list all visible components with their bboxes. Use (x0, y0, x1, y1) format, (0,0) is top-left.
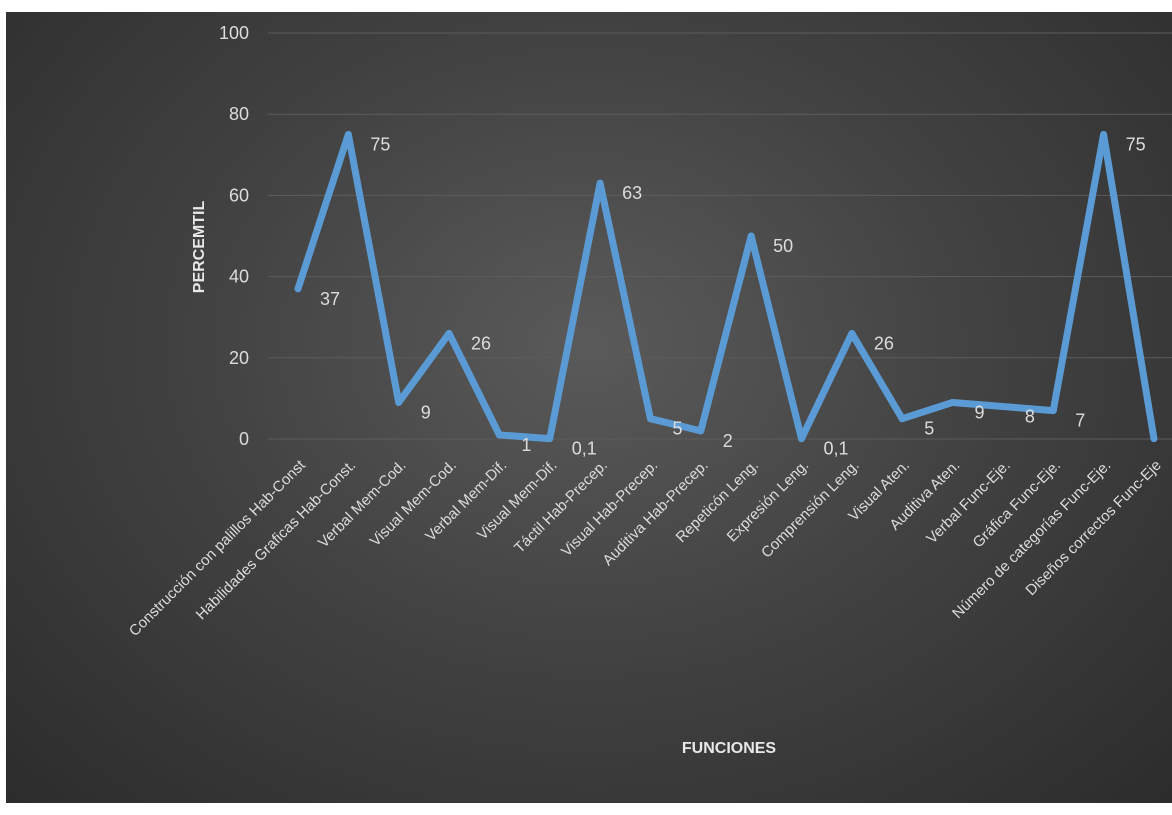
y-tick-label: 60 (229, 185, 249, 205)
x-axis-categories: Construcción con palillos Hab-ConstHabil… (126, 456, 1165, 640)
data-point (1100, 131, 1108, 138)
data-label: 75 (370, 135, 390, 155)
data-label: 0,1 (824, 439, 849, 459)
y-tick-label: 20 (229, 348, 249, 368)
chart-area: 0 20 40 60 80 100 Construcción con palillos H… (6, 12, 1172, 803)
data-label: 5 (924, 419, 934, 439)
data-point (294, 285, 302, 293)
data-point (999, 403, 1007, 411)
data-label: 2 (723, 431, 733, 451)
x-category-label: Táctil Hab-Precep. (511, 457, 611, 557)
data-point (646, 415, 654, 423)
data-point (546, 435, 554, 443)
x-category-label: Visual Hab-Precep. (558, 457, 661, 560)
y-axis-ticks: 0 20 40 60 80 100 (219, 23, 249, 449)
data-label: 0,1 (572, 439, 597, 459)
y-tick-label: 0 (239, 429, 249, 449)
data-label: 9 (975, 402, 985, 422)
data-label: 5 (672, 419, 682, 439)
data-point (798, 435, 805, 443)
data-label: 26 (471, 333, 491, 353)
data-point (747, 232, 755, 240)
data-point (495, 431, 503, 439)
data-point (445, 329, 453, 337)
y-tick-label: 40 (229, 267, 249, 287)
x-category-label: Comprensión Leng. (758, 457, 863, 562)
x-category-label: Verbal Mem-Cod. (315, 457, 410, 552)
data-point (697, 427, 705, 435)
data-point (1049, 407, 1057, 415)
data-label: 9 (421, 402, 431, 422)
data-point (596, 179, 604, 187)
y-tick-label: 100 (219, 23, 249, 43)
data-label: 1 (521, 435, 531, 455)
data-point (395, 398, 403, 406)
data-point (848, 329, 856, 337)
data-label: 37 (320, 289, 340, 309)
y-axis-title: PERCEMTIL (191, 201, 208, 294)
x-category-label: Construcción con palillos Hab-Const (126, 456, 310, 640)
data-label: 75 (1126, 135, 1146, 155)
series-line (294, 131, 1158, 443)
y-tick-label: 80 (229, 104, 249, 124)
data-label: 63 (622, 183, 642, 203)
data-point (898, 415, 906, 423)
data-point (1150, 435, 1158, 443)
data-label: 8 (1025, 407, 1035, 427)
data-point (344, 131, 352, 138)
x-axis-title: FUNCIONES (682, 740, 777, 757)
x-category-label: Gráfica Func-Eje. (970, 457, 1065, 552)
gridlines (268, 32, 1172, 440)
data-label: 50 (773, 236, 793, 256)
data-label: 7 (1075, 411, 1085, 431)
x-category-label: Visual Mem-Cod. (367, 457, 460, 550)
data-point (949, 398, 957, 406)
line-chart: 0 20 40 60 80 100 Construcción con palillos H… (126, 23, 1172, 757)
data-label: 26 (874, 333, 894, 353)
